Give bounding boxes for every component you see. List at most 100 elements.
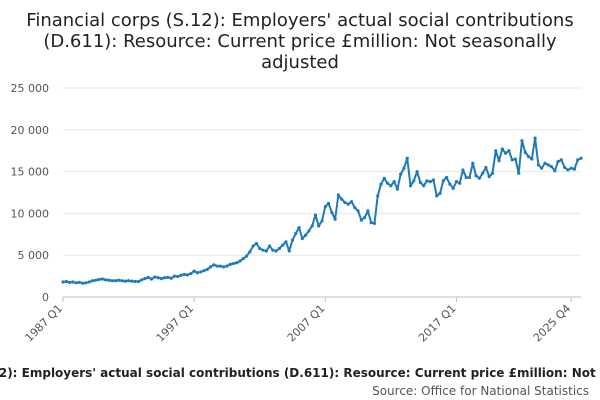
data-point[interactable]: [500, 147, 504, 151]
data-point[interactable]: [363, 215, 367, 220]
data-point[interactable]: [559, 158, 563, 162]
data-point[interactable]: [77, 280, 81, 284]
data-point[interactable]: [182, 272, 186, 277]
data-point[interactable]: [494, 149, 498, 153]
data-point[interactable]: [277, 246, 281, 251]
data-point[interactable]: [199, 270, 203, 274]
data-point[interactable]: [195, 271, 200, 275]
data-point[interactable]: [87, 280, 91, 284]
data-point[interactable]: [100, 277, 104, 281]
data-point[interactable]: [408, 184, 413, 188]
data-point[interactable]: [461, 168, 465, 172]
data-point[interactable]: [444, 175, 449, 180]
data-point[interactable]: [153, 275, 157, 279]
data-point[interactable]: [428, 180, 432, 184]
data-point[interactable]: [530, 157, 534, 161]
data-point[interactable]: [569, 166, 573, 170]
data-point[interactable]: [71, 280, 75, 284]
data-point[interactable]: [415, 170, 419, 174]
data-point[interactable]: [441, 179, 445, 183]
data-point[interactable]: [526, 154, 531, 159]
data-point[interactable]: [271, 248, 275, 252]
data-point[interactable]: [133, 279, 137, 284]
data-point[interactable]: [215, 264, 219, 268]
data-point[interactable]: [126, 279, 131, 283]
data-point[interactable]: [503, 151, 508, 155]
data-point[interactable]: [310, 224, 314, 228]
data-point[interactable]: [389, 184, 393, 188]
data-point[interactable]: [451, 186, 455, 190]
data-point[interactable]: [395, 187, 400, 191]
data-point[interactable]: [490, 171, 495, 175]
data-point[interactable]: [67, 280, 72, 284]
data-point[interactable]: [399, 172, 403, 176]
data-point[interactable]: [513, 157, 518, 161]
data-point[interactable]: [520, 139, 524, 143]
data-point[interactable]: [235, 261, 239, 265]
data-point[interactable]: [261, 248, 265, 252]
data-point[interactable]: [74, 281, 78, 285]
data-point[interactable]: [205, 267, 209, 272]
data-point[interactable]: [149, 277, 154, 281]
data-point[interactable]: [189, 271, 193, 276]
data-point[interactable]: [159, 277, 163, 281]
data-point[interactable]: [248, 250, 252, 254]
data-point[interactable]: [156, 276, 160, 280]
data-point[interactable]: [484, 165, 488, 170]
data-point[interactable]: [412, 179, 416, 183]
data-point[interactable]: [294, 231, 298, 236]
data-point[interactable]: [264, 249, 268, 253]
data-point[interactable]: [110, 279, 114, 283]
data-point[interactable]: [356, 209, 360, 213]
data-point[interactable]: [517, 171, 521, 175]
data-point[interactable]: [333, 217, 337, 221]
data-point[interactable]: [238, 259, 242, 263]
data-point[interactable]: [281, 243, 285, 247]
data-point[interactable]: [366, 209, 370, 213]
data-point[interactable]: [549, 164, 554, 169]
data-point[interactable]: [425, 179, 429, 183]
data-point[interactable]: [402, 166, 406, 170]
data-point[interactable]: [244, 254, 249, 258]
data-point[interactable]: [566, 168, 570, 172]
data-point[interactable]: [228, 262, 232, 266]
data-point[interactable]: [113, 279, 118, 283]
data-point[interactable]: [97, 277, 101, 282]
data-point[interactable]: [438, 191, 442, 195]
data-point[interactable]: [353, 205, 357, 210]
data-point[interactable]: [572, 167, 577, 171]
data-point[interactable]: [418, 180, 422, 185]
data-point[interactable]: [81, 281, 85, 285]
data-point[interactable]: [117, 278, 121, 282]
data-point[interactable]: [90, 279, 95, 283]
data-point[interactable]: [546, 163, 550, 167]
data-point[interactable]: [579, 156, 583, 160]
data-point[interactable]: [556, 159, 560, 164]
data-point[interactable]: [576, 158, 580, 162]
data-point[interactable]: [458, 181, 462, 185]
data-point[interactable]: [208, 265, 213, 269]
data-point[interactable]: [422, 184, 426, 188]
data-point[interactable]: [163, 276, 167, 280]
data-point[interactable]: [543, 161, 547, 165]
data-point[interactable]: [323, 205, 327, 209]
data-point[interactable]: [222, 265, 226, 269]
data-point[interactable]: [254, 241, 259, 246]
data-point[interactable]: [510, 158, 514, 162]
data-point[interactable]: [284, 240, 288, 244]
data-point[interactable]: [369, 221, 373, 225]
data-point[interactable]: [258, 246, 262, 251]
data-point[interactable]: [346, 202, 350, 206]
data-point[interactable]: [123, 279, 127, 283]
data-point[interactable]: [471, 161, 475, 165]
data-point[interactable]: [431, 178, 436, 182]
data-point[interactable]: [104, 278, 108, 282]
data-point[interactable]: [379, 182, 383, 186]
data-point[interactable]: [477, 176, 481, 180]
data-point[interactable]: [64, 279, 68, 284]
data-point[interactable]: [84, 281, 88, 285]
data-point[interactable]: [487, 175, 491, 179]
data-point[interactable]: [540, 166, 544, 170]
data-point[interactable]: [202, 269, 206, 273]
data-point[interactable]: [454, 180, 459, 184]
